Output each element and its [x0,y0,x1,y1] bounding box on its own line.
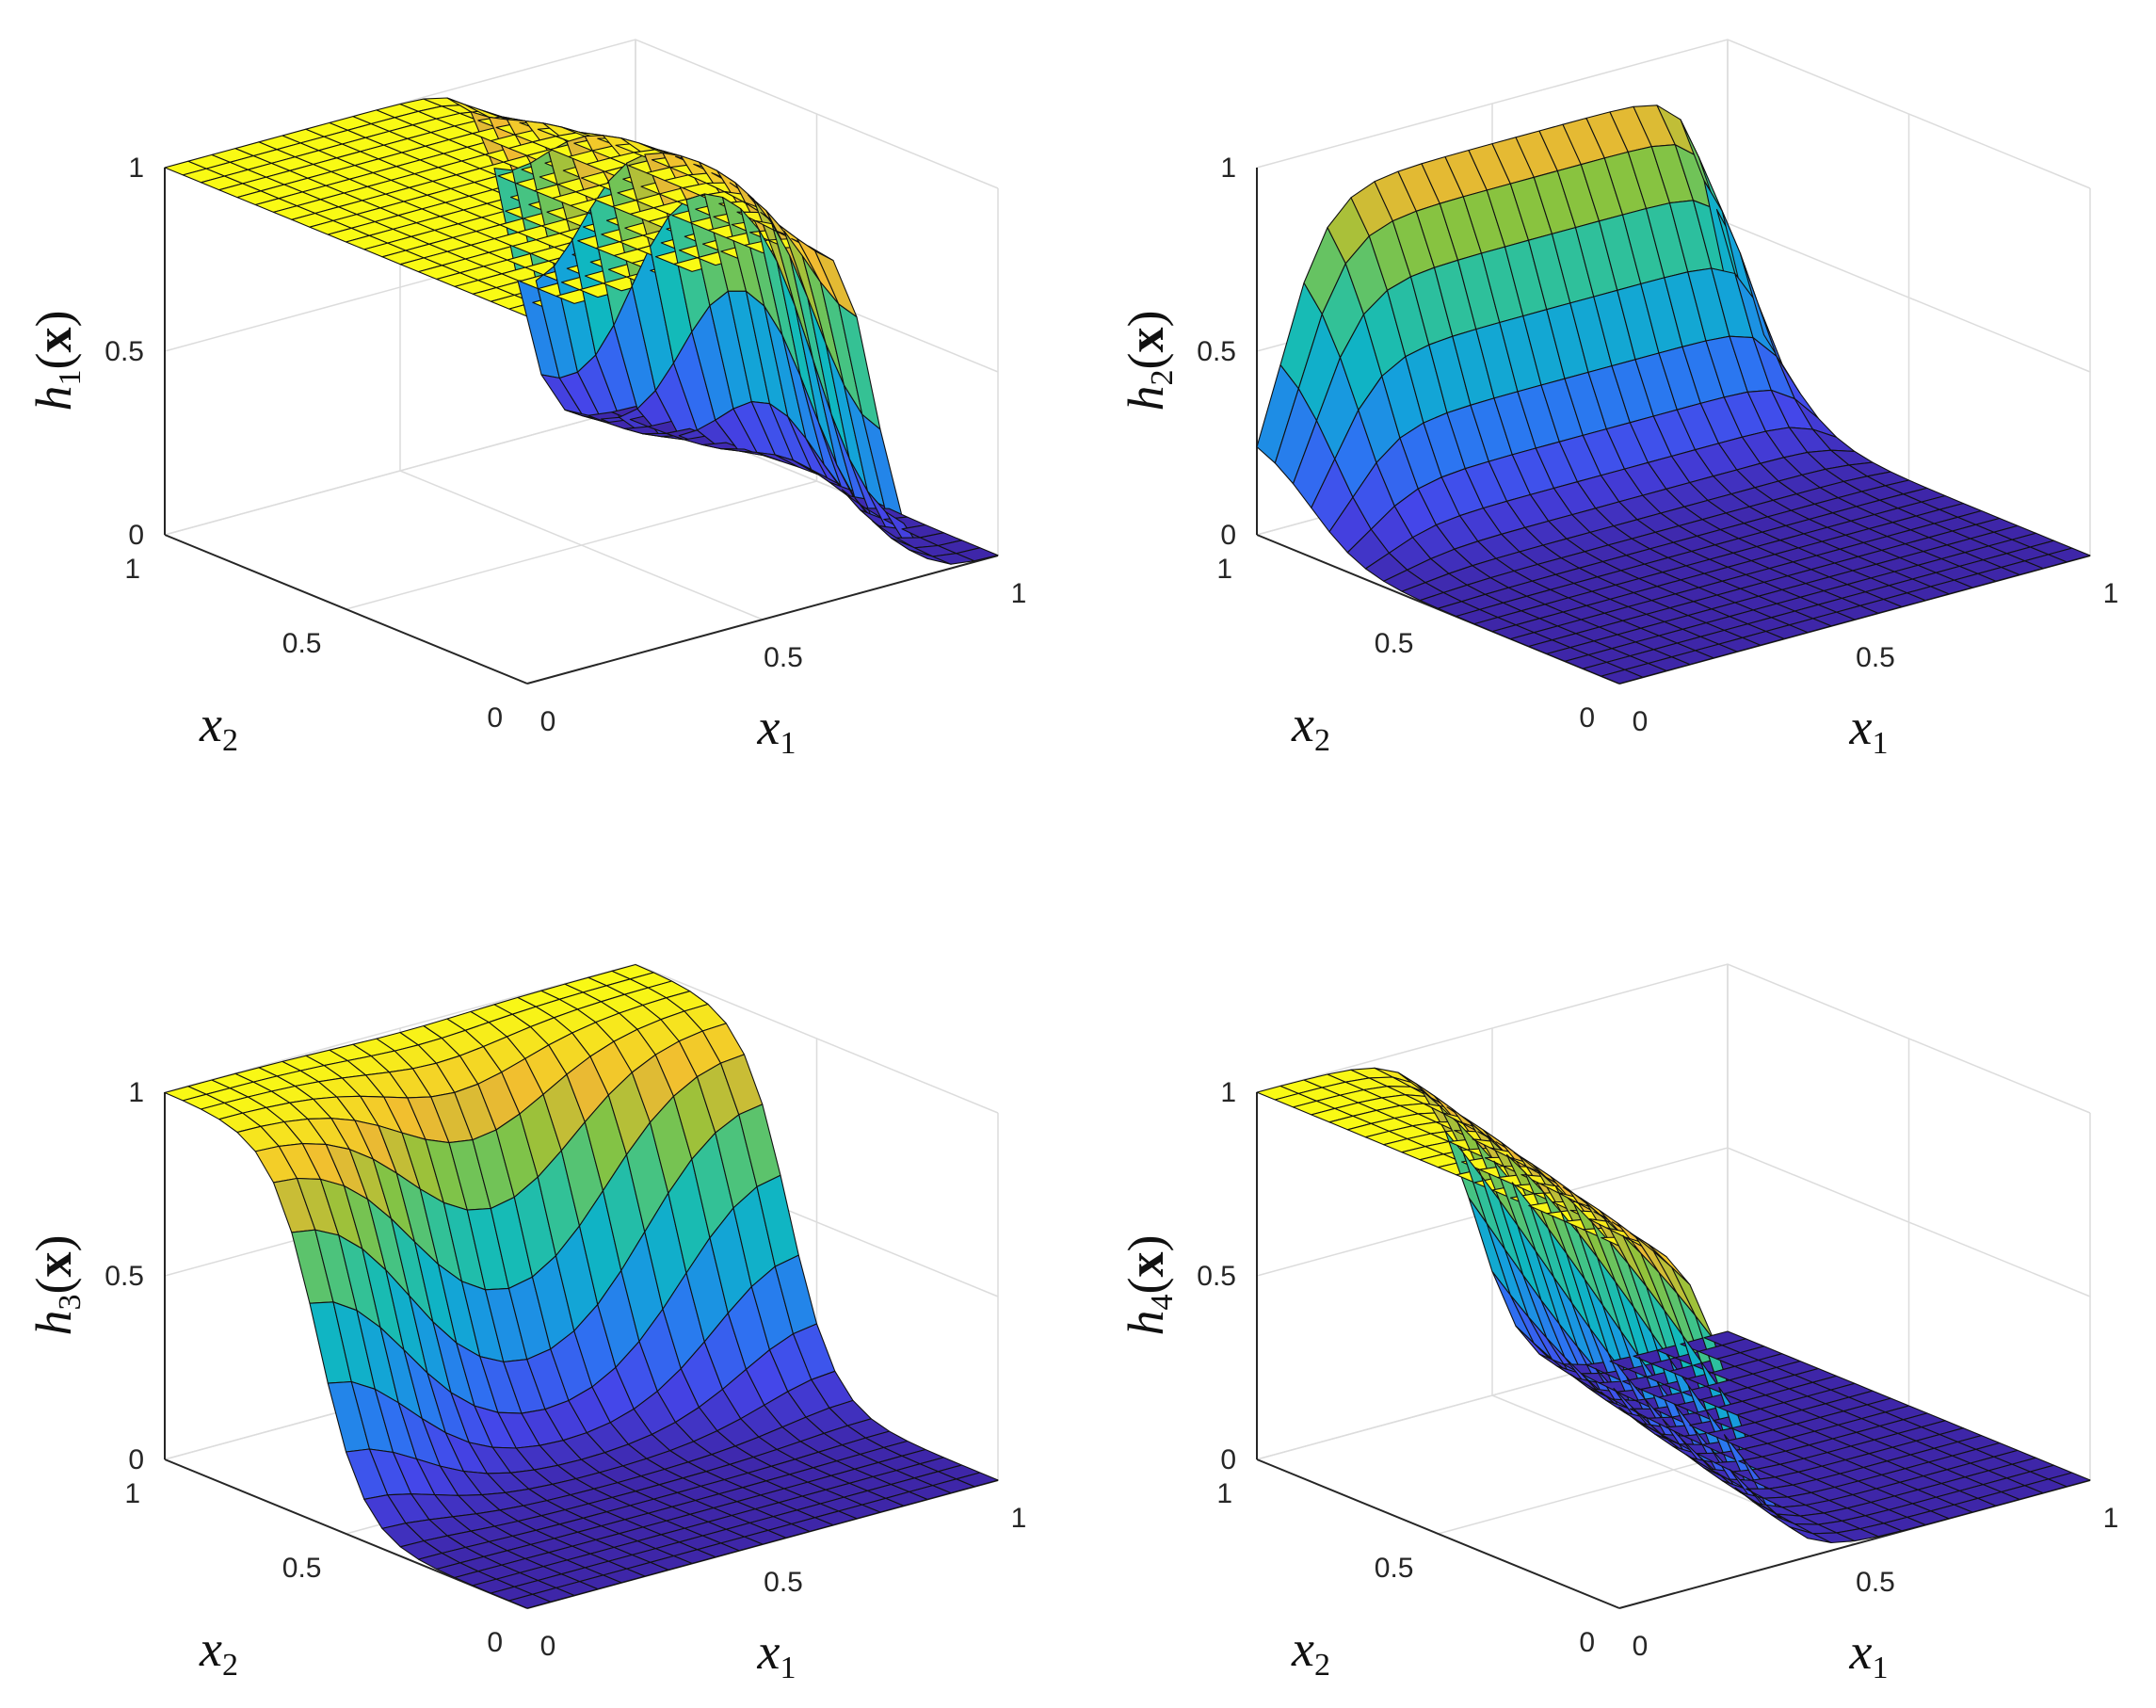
x2-axis-line [164,534,528,685]
gridline-floor [164,406,636,536]
x1-tick-label: 0.5 [1856,642,1895,673]
z-tick-label: 1 [1220,1077,1236,1108]
z-tick-label: 0 [1220,520,1236,551]
axes [164,168,999,685]
x1-tick-label: 1 [1011,578,1027,609]
surface [164,97,999,565]
x1-axis-line [526,555,999,685]
x2-axis-label: x2 [199,696,238,758]
x2-tick-label: 0 [487,1627,503,1658]
x1-tick-label: 0 [1633,1631,1649,1662]
x2-axis-label: x2 [1291,696,1330,758]
x2-axis-label: x2 [199,1620,238,1683]
x1-tick-label: 1 [1011,1503,1027,1534]
z-axis-label: h3(x) [25,1235,88,1336]
x2-tick-label: 1 [1216,1478,1232,1509]
z-axis-label: h4(x) [1118,1235,1180,1336]
x2-tick-label: 0 [1579,702,1595,733]
z-axis-label: h1(x) [25,311,88,411]
surface [1256,1067,2091,1544]
x1-axis-label: x1 [1849,1623,1889,1685]
gridline-floor [346,480,817,610]
x2-axis-label: x2 [1291,1620,1330,1683]
z-tick-label: 0 [128,1444,144,1475]
x2-tick-label: 1 [124,1478,140,1509]
surface-facet [956,547,999,562]
z-tick-label: 1 [128,153,144,184]
surface-facet [2048,547,2091,563]
surface [164,963,999,1609]
x1-tick-label: 1 [2103,1503,2119,1534]
x2-tick-label: 0.5 [282,1553,322,1584]
z-tick-label: 0.5 [105,1261,144,1292]
x1-tick-label: 0 [540,1631,556,1662]
z-axis-label: h2(x) [1118,311,1180,411]
x2-tick-label: 0.5 [1375,628,1414,659]
x2-tick-label: 0.5 [1375,1553,1414,1584]
x1-tick-label: 0.5 [764,642,803,673]
x2-tick-label: 1 [1216,554,1232,585]
x2-tick-label: 0 [1579,1627,1595,1658]
x1-axis-label: x1 [757,699,796,761]
x1-tick-label: 0.5 [764,1567,803,1598]
z-tick-label: 1 [128,1077,144,1108]
surface-facet [956,1472,999,1488]
x1-tick-label: 0 [1633,706,1649,737]
z-tick-label: 0 [128,520,144,551]
x2-tick-label: 1 [124,554,140,585]
x2-tick-label: 0 [487,702,503,733]
z-tick-label: 0.5 [1197,336,1236,367]
surface-facet [2048,1472,2091,1488]
x1-tick-label: 1 [2103,578,2119,609]
x2-tick-label: 0.5 [282,628,322,659]
x1-tick-label: 0 [540,706,556,737]
surface [1256,105,2091,685]
x1-axis-label: x1 [757,1623,796,1685]
x2-axis-line [1256,1458,1620,1609]
z-tick-label: 0.5 [105,336,144,367]
z-tick-label: 0 [1220,1444,1236,1475]
z-tick-label: 0.5 [1197,1261,1236,1292]
x1-tick-label: 0.5 [1856,1567,1895,1598]
x1-axis-label: x1 [1849,699,1889,761]
z-tick-label: 1 [1220,153,1236,184]
